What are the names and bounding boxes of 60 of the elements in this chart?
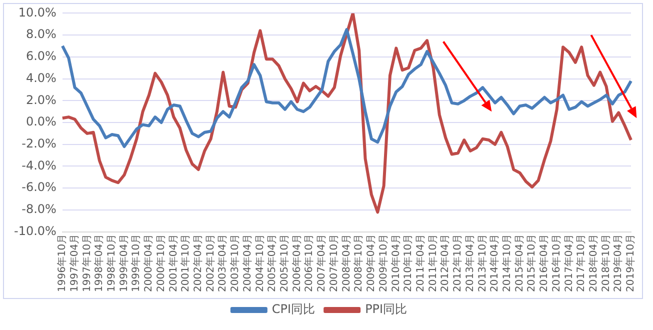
x-tick-label: 2001年04月 bbox=[167, 234, 180, 292]
x-tick-label: 2008年10月 bbox=[352, 234, 365, 292]
x-tick-label: 2007年10月 bbox=[328, 234, 340, 292]
x-tick-label: 1997年10月 bbox=[80, 234, 93, 292]
x-tick-label: 2003年04月 bbox=[216, 234, 229, 292]
x-tick-label: 2010年10月 bbox=[402, 234, 414, 292]
x-tick-label: 1996年10月 bbox=[56, 234, 68, 292]
x-tick-label: 2007年04月 bbox=[316, 234, 328, 292]
y-tick-label: 6.0% bbox=[26, 49, 56, 64]
x-tick-label: 2000年10月 bbox=[154, 234, 167, 292]
x-tick-label: 2008年04月 bbox=[340, 234, 352, 292]
x-tick-label: 2015年04月 bbox=[513, 234, 526, 292]
y-tick-label: 8.0% bbox=[26, 27, 56, 42]
x-tick-label: 2005年04月 bbox=[266, 234, 278, 292]
y-tick-label: -10.0% bbox=[14, 224, 56, 238]
x-tick-label: 1998年10月 bbox=[105, 234, 118, 292]
y-tick-label: -6.0% bbox=[22, 180, 56, 194]
legend-label: PPI同比 bbox=[365, 302, 408, 316]
x-tick-label: 2002年04月 bbox=[192, 234, 204, 292]
x-tick-label: 2014年04月 bbox=[488, 234, 501, 292]
y-tick-label: 10.0% bbox=[18, 5, 56, 20]
y-tick-label: -8.0% bbox=[22, 202, 56, 216]
x-tick-label: 2015年10月 bbox=[526, 234, 538, 292]
x-tick-label: 2009年04月 bbox=[365, 234, 378, 292]
y-tick-label: 0.0% bbox=[26, 114, 56, 129]
x-tick-label: 1998年04月 bbox=[93, 234, 106, 292]
x-tick-label: 2017年10月 bbox=[575, 234, 588, 292]
x-tick-label: 2013年04月 bbox=[464, 234, 476, 292]
x-tick-label: 2004年04月 bbox=[241, 234, 254, 292]
x-tick-label: 2009年10月 bbox=[377, 234, 390, 292]
x-tick-label: 2000年04月 bbox=[142, 234, 155, 292]
x-tick-label: 2016年04月 bbox=[538, 234, 550, 292]
x-tick-label: 2014年10月 bbox=[500, 234, 513, 292]
x-tick-label: 2019年04月 bbox=[612, 234, 624, 292]
y-tick-label: -4.0% bbox=[22, 158, 56, 172]
x-tick-label: 2017年04月 bbox=[562, 234, 575, 292]
x-tick-label: 2010年04月 bbox=[390, 234, 402, 292]
x-tick-label: 2018年04月 bbox=[588, 234, 600, 292]
legend-label: CPI同比 bbox=[272, 302, 316, 316]
x-tick-label: 2019年10月 bbox=[624, 234, 637, 292]
x-tick-label: 2013年10月 bbox=[476, 234, 488, 292]
x-tick-label: 2002年10月 bbox=[204, 234, 216, 292]
x-tick-label: 2006年04月 bbox=[290, 234, 303, 292]
x-tick-label: 2004年10月 bbox=[254, 234, 266, 292]
x-tick-label: 2012年10月 bbox=[452, 234, 464, 292]
y-tick-label: 2.0% bbox=[26, 92, 56, 107]
x-tick-label: 1999年10月 bbox=[130, 234, 142, 292]
x-tick-label: 2003年10月 bbox=[229, 234, 242, 292]
x-tick-label: 2005年10月 bbox=[278, 234, 291, 292]
y-tick-label: 4.0% bbox=[26, 70, 56, 85]
x-tick-label: 2012年04月 bbox=[439, 234, 452, 292]
x-tick-label: 1999年04月 bbox=[118, 234, 130, 292]
y-tick-label: -2.0% bbox=[22, 136, 56, 150]
x-tick-label: 2006年10月 bbox=[303, 234, 316, 292]
x-tick-label: 1997年04月 bbox=[68, 234, 80, 292]
x-tick-label: 2011年10月 bbox=[426, 234, 439, 292]
x-tick-label: 2001年10月 bbox=[180, 234, 192, 292]
x-tick-label: 2018年10月 bbox=[600, 234, 612, 292]
x-tick-label: 2011年04月 bbox=[414, 234, 426, 292]
x-tick-label: 2016年10月 bbox=[550, 234, 562, 292]
